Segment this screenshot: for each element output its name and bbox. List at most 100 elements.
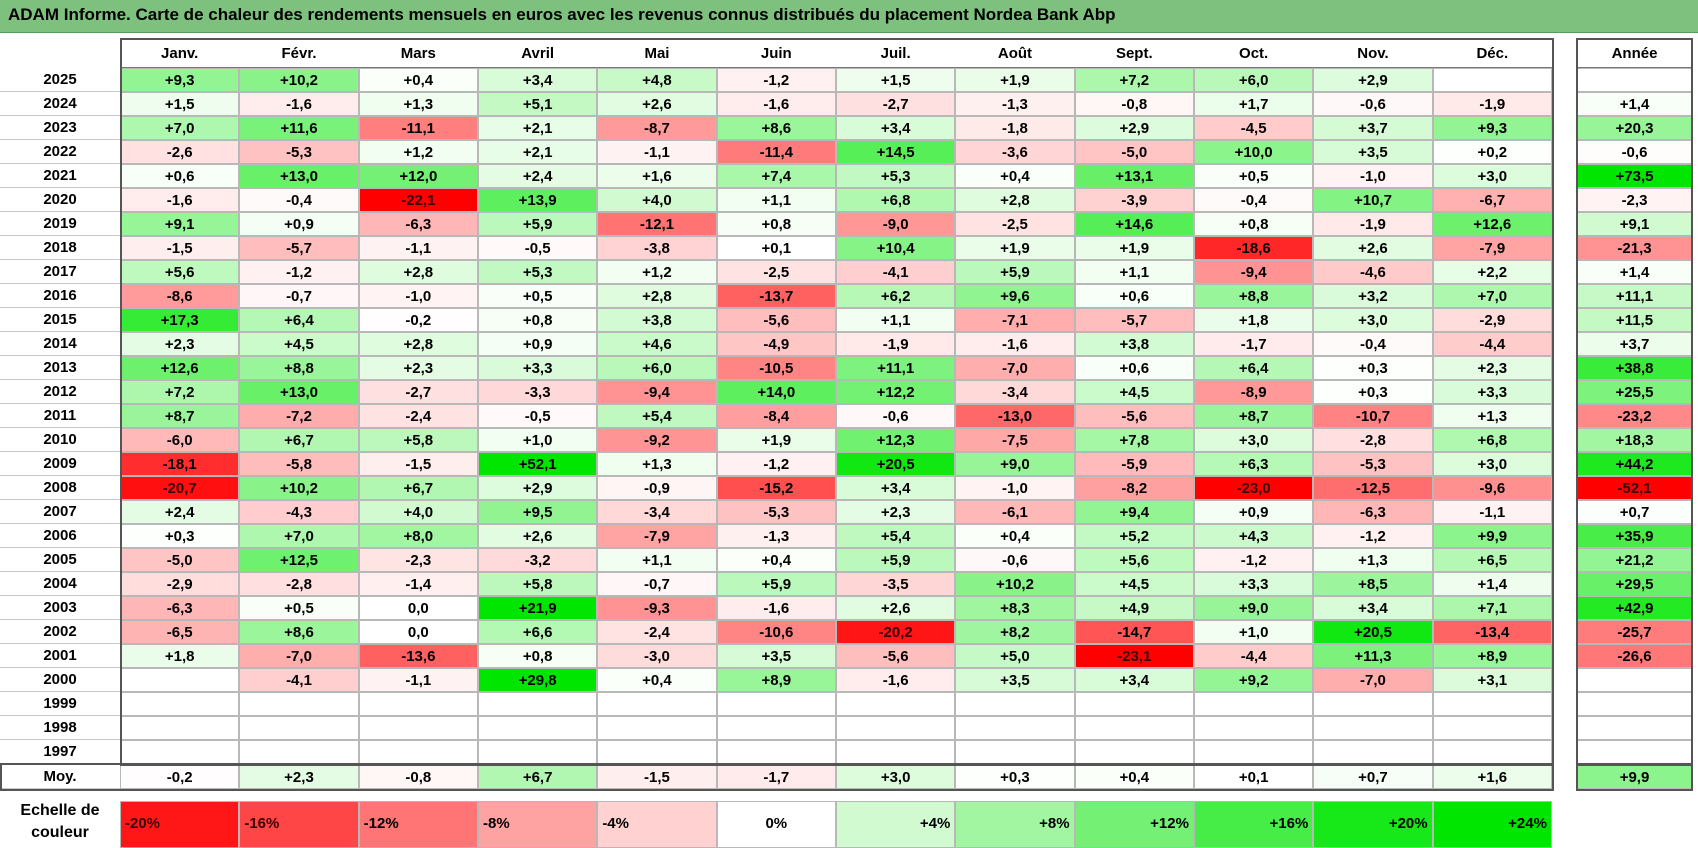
heatmap-cell: -0,7: [239, 284, 359, 308]
heatmap-cell: +1,5: [835, 68, 956, 92]
heatmap-cell: +4,6: [597, 332, 717, 356]
heatmap-cell: [835, 740, 956, 764]
heatmap-cell: +14,6: [1074, 212, 1194, 236]
average-cell: +1,6: [1432, 765, 1552, 789]
heatmap-cell: +1,1: [716, 188, 836, 212]
heatmap-cell: +13,1: [1074, 164, 1194, 188]
average-cell: +0,1: [1193, 765, 1314, 789]
heatmap-cell: +9,0: [1193, 596, 1314, 620]
heatmap-cell: +0,6: [1074, 356, 1194, 380]
heatmap-cell: -4,1: [835, 260, 956, 284]
heatmap-cell: +5,1: [477, 92, 598, 116]
heatmap-cell: -6,5: [120, 620, 240, 644]
column-header-1: Févr.: [239, 40, 359, 68]
average-cell: +0,4: [1074, 765, 1194, 789]
heatmap-cell: +8,3: [955, 596, 1075, 620]
heatmap-cell: -2,5: [716, 260, 836, 284]
heatmap-cell: -3,4: [955, 380, 1075, 404]
heatmap-cell: +10,0: [1193, 140, 1314, 164]
heatmap-cell: -1,6: [716, 596, 836, 620]
row-label-2006: 2006: [0, 524, 120, 548]
heatmap-cell: +6,4: [1193, 356, 1314, 380]
heatmap-cell: +5,9: [477, 212, 598, 236]
heatmap-cell: -4,4: [1193, 644, 1314, 668]
heatmap-cell: +21,9: [477, 596, 598, 620]
annual-cell: -52,1: [1577, 476, 1692, 500]
heatmap-cell: -2,8: [239, 572, 359, 596]
heatmap-cell: -1,2: [716, 68, 836, 92]
heatmap-cell: -1,2: [716, 452, 836, 476]
annual-cell: -21,3: [1577, 236, 1692, 260]
heatmap-cell: +3,0: [1432, 452, 1552, 476]
heatmap-cell: +5,4: [597, 404, 717, 428]
heatmap-cell: +7,0: [1432, 284, 1552, 308]
heatmap-cell: +10,4: [835, 236, 956, 260]
color-scale-step: -20%: [120, 801, 240, 848]
heatmap-cell: +0,8: [477, 308, 598, 332]
annual-cell: [1577, 68, 1692, 92]
heatmap-cell: [358, 692, 478, 716]
column-header-0: Janv.: [120, 40, 240, 68]
heatmap-cell: -12,1: [597, 212, 717, 236]
heatmap-cell: +1,6: [597, 164, 717, 188]
heatmap-cell: +8,8: [1193, 284, 1314, 308]
heatmap-cell: +3,7: [1313, 116, 1433, 140]
heatmap-cell: +8,9: [716, 668, 836, 692]
average-cell: +3,0: [835, 765, 956, 789]
row-label-1999: 1999: [0, 692, 120, 716]
average-cell: -0,2: [120, 765, 240, 789]
heatmap-cell: -8,6: [120, 284, 240, 308]
heatmap-cell: -4,3: [239, 500, 359, 524]
heatmap-cell: -1,1: [358, 668, 478, 692]
heatmap-cell: +2,9: [477, 476, 598, 500]
average-cell: +2,3: [239, 765, 359, 789]
heatmap-cell: -18,6: [1193, 236, 1314, 260]
heatmap-cell: -8,7: [597, 116, 717, 140]
heatmap-cell: +4,0: [597, 188, 717, 212]
heatmap-cell: -0,6: [955, 548, 1075, 572]
annual-cell: +11,1: [1577, 284, 1692, 308]
heatmap-cell: +1,9: [955, 236, 1075, 260]
heatmap-cell: -4,1: [239, 668, 359, 692]
heatmap-cell: +14,0: [716, 380, 836, 404]
heatmap-cell: +3,4: [477, 68, 598, 92]
annual-cell: +21,2: [1577, 548, 1692, 572]
heatmap-cell: -4,9: [716, 332, 836, 356]
heatmap-cell: [1193, 692, 1314, 716]
heatmap-cell: +6,3: [1193, 452, 1314, 476]
heatmap-cell: +0,8: [1193, 212, 1314, 236]
heatmap-cell: +5,6: [120, 260, 240, 284]
heatmap-cell: -5,7: [239, 236, 359, 260]
heatmap-cell: +9,3: [120, 68, 240, 92]
annual-cell: [1577, 692, 1692, 716]
heatmap-cell: +2,6: [597, 92, 717, 116]
heatmap-cell: [1313, 716, 1433, 740]
annual-cell: +25,5: [1577, 380, 1692, 404]
heatmap-cell: +9,9: [1432, 524, 1552, 548]
heatmap-cell: +8,6: [716, 116, 836, 140]
average-cell: +0,3: [955, 765, 1075, 789]
heatmap-cell: [477, 692, 598, 716]
heatmap-cell: -2,3: [358, 548, 478, 572]
heatmap-cell: -1,9: [1313, 212, 1433, 236]
heatmap-cell: +13,9: [477, 188, 598, 212]
heatmap-cell: -5,6: [1074, 404, 1194, 428]
annual-cell: [1577, 740, 1692, 764]
heatmap-cell: -0,7: [597, 572, 717, 596]
heatmap-cell: +2,2: [1432, 260, 1552, 284]
heatmap-cell: +8,7: [1193, 404, 1314, 428]
heatmap-cell: -10,7: [1313, 404, 1433, 428]
heatmap-cell: +3,4: [1074, 668, 1194, 692]
heatmap-cell: -1,0: [1313, 164, 1433, 188]
heatmap-cell: +0,1: [716, 236, 836, 260]
heatmap-cell: [597, 716, 717, 740]
heatmap-cell: -11,1: [358, 116, 478, 140]
row-label-2016: 2016: [0, 284, 120, 308]
heatmap-cell: -2,4: [597, 620, 717, 644]
heatmap-cell: [716, 692, 836, 716]
heatmap-cell: -0,4: [239, 188, 359, 212]
heatmap-cell: +0,5: [239, 596, 359, 620]
average-row-label: Moy.: [0, 765, 120, 789]
heatmap-cell: -5,3: [716, 500, 836, 524]
heatmap-cell: +1,3: [358, 92, 478, 116]
